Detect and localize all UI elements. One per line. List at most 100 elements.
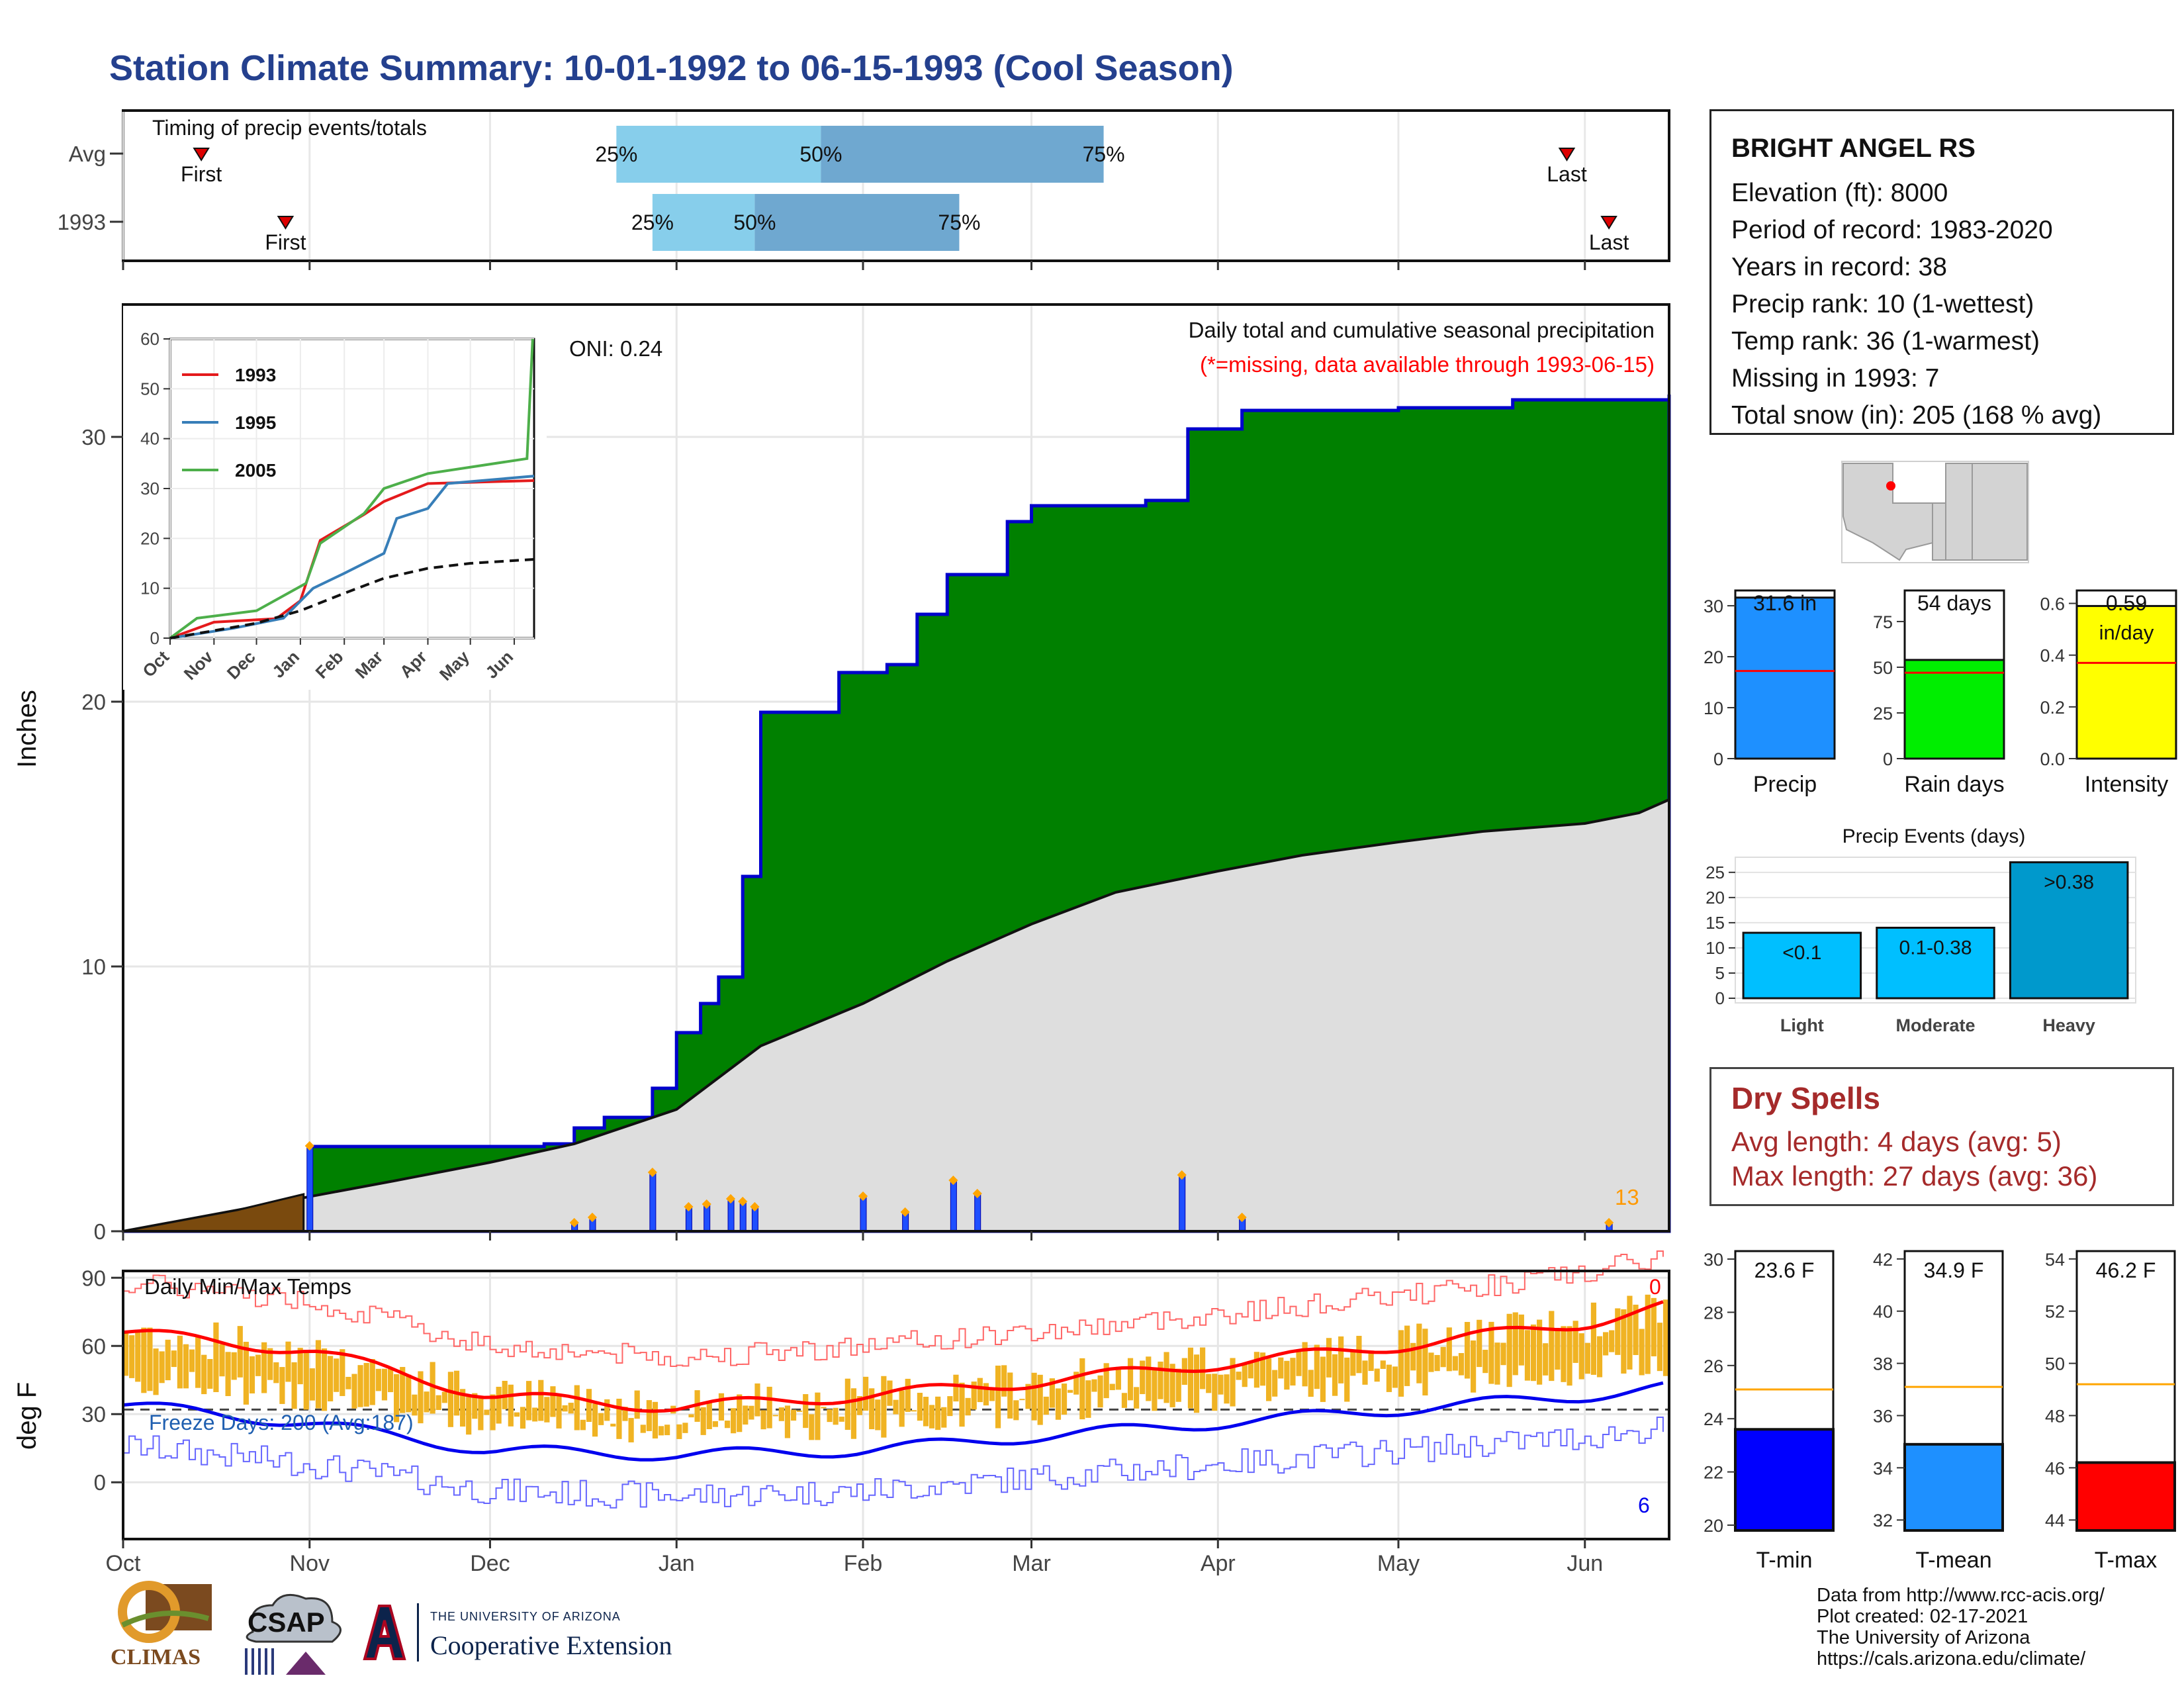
daily-temp-bar <box>279 1367 285 1404</box>
daily-temp-bar <box>189 1349 195 1372</box>
daily-temp-bar <box>171 1350 177 1368</box>
daily-temp-bar <box>532 1407 538 1422</box>
daily-temp-bar <box>514 1412 520 1417</box>
daily-temp-bar <box>1079 1358 1085 1420</box>
temp-summary-ytick-label: 50 <box>2045 1354 2065 1374</box>
daily-temp-bar <box>375 1368 381 1391</box>
daily-temp-bar <box>743 1405 749 1425</box>
daily-temp-bar <box>869 1388 875 1430</box>
climas-logo-text: CLIMAS <box>111 1645 201 1669</box>
inset-ytick-label: 0 <box>150 628 159 648</box>
summary-ytick-label: 10 <box>1704 698 1723 718</box>
timing-marker-label: First <box>181 162 222 186</box>
station-location-marker <box>1886 481 1895 491</box>
daily-temp-bar <box>1013 1400 1019 1421</box>
daily-temp-bar <box>1621 1309 1627 1374</box>
timing-pct-label: 25% <box>631 211 674 234</box>
timing-marker <box>1600 216 1617 230</box>
summary-bar <box>1903 659 2005 760</box>
daily-temp-bar <box>1440 1346 1446 1368</box>
temp-summary-ytick-label: 52 <box>2045 1302 2065 1322</box>
daily-temp-bar <box>1537 1319 1543 1385</box>
summary-ytick-label: 0.6 <box>2040 594 2065 614</box>
daily-temp-bar <box>778 1407 784 1421</box>
temp-xaxis: Oct Nov Dec Jan Feb Mar Apr May Jun <box>106 1539 1603 1576</box>
daily-temp-bar <box>1163 1352 1169 1403</box>
daily-precip-marker <box>900 1207 910 1217</box>
daily-temp-bar <box>1193 1354 1200 1413</box>
daily-temp-bar <box>447 1372 454 1427</box>
daily-temp-bar <box>586 1389 592 1423</box>
daily-precip-marker <box>858 1191 868 1201</box>
daily-precip-bar <box>860 1196 867 1232</box>
daily-temp-bar <box>255 1354 261 1376</box>
daily-temp-bar <box>363 1362 369 1407</box>
precip-corner-count: 13 <box>1615 1185 1639 1209</box>
daily-temp-bar <box>1471 1340 1477 1393</box>
summary-ytick-label: 75 <box>1873 612 1893 632</box>
timing-label: Timing of precip events/totals <box>152 116 427 140</box>
timing-row-label: Avg <box>69 142 106 166</box>
daily-temp-bar <box>1121 1393 1128 1408</box>
timing-marker <box>1558 148 1576 162</box>
daily-temp-bar <box>652 1401 659 1439</box>
daily-temp-bar <box>760 1410 766 1430</box>
daily-precip-bar <box>306 1146 314 1232</box>
daily-temp-bar <box>1596 1336 1603 1378</box>
daily-temp-bar <box>899 1390 905 1427</box>
daily-temp-bar <box>243 1342 249 1405</box>
ua-logo-bottom: Cooperative Extension <box>430 1630 672 1660</box>
dry-spells-title: Dry Spells <box>1731 1081 1880 1115</box>
daily-temp-bar <box>604 1399 610 1421</box>
daily-temp-bar <box>1615 1308 1621 1355</box>
temp-ytick-label: 90 <box>81 1266 106 1290</box>
daily-temp-bar <box>724 1421 731 1429</box>
daily-temp-bar <box>460 1389 466 1427</box>
daily-temp-bar <box>261 1342 267 1393</box>
daily-temp-bar <box>977 1378 983 1403</box>
daily-precip-marker <box>972 1188 982 1199</box>
daily-temp-bar <box>328 1356 334 1401</box>
daily-temp-bar <box>1085 1380 1091 1418</box>
daily-temp-bar <box>1224 1374 1230 1404</box>
inset-series-line <box>169 338 534 639</box>
daily-temp-bar <box>1200 1347 1206 1389</box>
daily-temp-bar <box>525 1381 532 1421</box>
inset-legend: 1993 1995 2005 <box>182 365 276 481</box>
daily-temp-bar <box>1530 1324 1537 1382</box>
daily-temp-bar <box>165 1339 171 1381</box>
daily-temp-bar <box>965 1397 971 1416</box>
daily-temp-bar <box>418 1371 424 1424</box>
inset-ytick-label: 60 <box>140 329 159 349</box>
temp-summary-ytick-label: 22 <box>1704 1463 1723 1483</box>
daily-precip-marker <box>569 1217 579 1228</box>
daily-temp-bar <box>1609 1330 1615 1352</box>
daily-temp-bar <box>640 1425 646 1433</box>
daily-temp-bar <box>484 1409 490 1415</box>
daily-temp-bar <box>1259 1352 1266 1386</box>
daily-temp-bar <box>1657 1323 1663 1372</box>
daily-temp-bar <box>664 1425 670 1436</box>
daily-temp-bar <box>1651 1297 1657 1356</box>
daily-temp-bar <box>369 1359 375 1405</box>
daily-precip-marker <box>684 1201 694 1212</box>
daily-precip-bar <box>704 1204 711 1232</box>
daily-precip-marker <box>738 1196 748 1207</box>
events-category-label: Moderate <box>1895 1015 1975 1035</box>
daily-temp-bar <box>1524 1330 1531 1381</box>
daily-temp-bar <box>556 1395 562 1429</box>
daily-temp-bar <box>195 1335 201 1388</box>
timing-pct-label: 75% <box>1083 142 1125 166</box>
precip-events-chart: Precip Events (days) 0 5 10 15 20 25 <0.1 Light… <box>1706 825 2136 1035</box>
daily-temp-bar <box>406 1374 412 1413</box>
station-name: BRIGHT ANGEL RS <box>1731 134 1976 163</box>
temp-summary-ytick-label: 24 <box>1704 1409 1723 1429</box>
daily-temp-bar <box>1416 1323 1422 1383</box>
temp-summary-charts: 20 22 24 26 28 30 23.6 F T-min 32 34 36 38 40 42 34.9 … <box>1704 1250 2176 1573</box>
daily-temp-bar <box>923 1397 929 1427</box>
daily-temp-bar <box>1320 1356 1326 1402</box>
oni-label: ONI: 0.24 <box>569 336 662 361</box>
daily-temp-bar <box>1266 1358 1272 1401</box>
daily-temp-bar <box>790 1409 797 1421</box>
